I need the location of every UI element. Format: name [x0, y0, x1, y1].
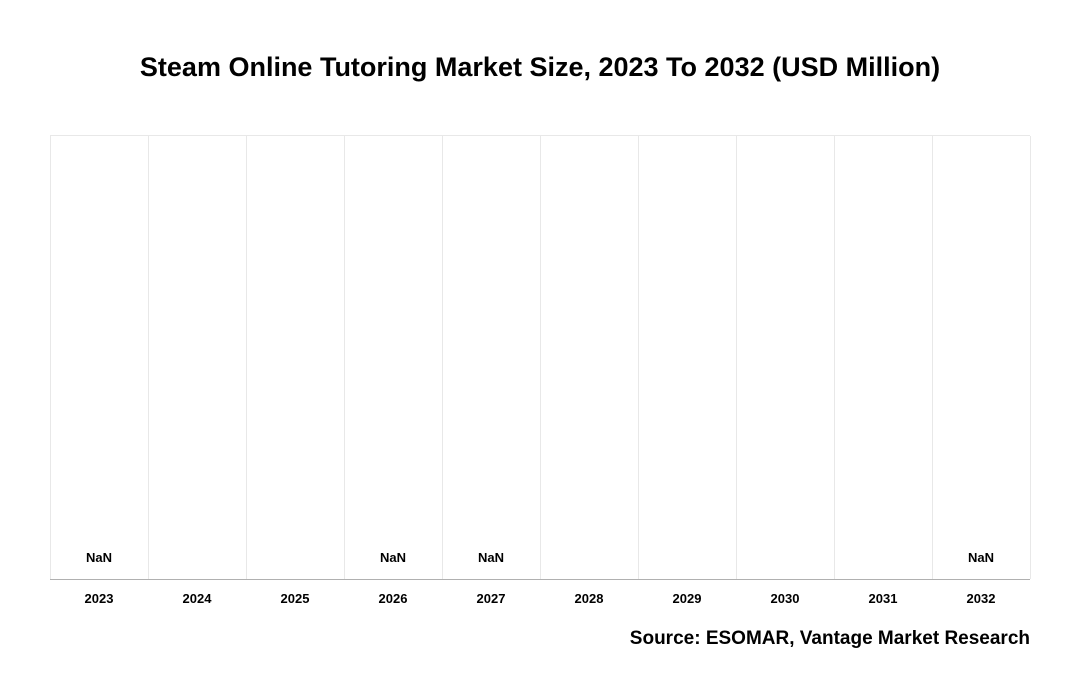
chart-column: NaN2023 — [50, 136, 148, 579]
bar-value-label: NaN — [932, 550, 1030, 565]
chart-column: NaN2026 — [344, 136, 442, 579]
chart-column: 2028 — [540, 136, 638, 579]
gridline — [1030, 136, 1031, 579]
x-axis-tick-label: 2023 — [50, 591, 148, 606]
bar-value-label: NaN — [442, 550, 540, 565]
bar-value-label: NaN — [344, 550, 442, 565]
chart-column: NaN2032 — [932, 136, 1030, 579]
x-axis-tick-label: 2031 — [834, 591, 932, 606]
chart-column: 2030 — [736, 136, 834, 579]
x-axis-tick-label: 2029 — [638, 591, 736, 606]
chart-column: 2024 — [148, 136, 246, 579]
bar-value-label: NaN — [50, 550, 148, 565]
chart-column: NaN2027 — [442, 136, 540, 579]
chart-column: 2031 — [834, 136, 932, 579]
x-axis-tick-label: 2026 — [344, 591, 442, 606]
x-axis-tick-label: 2027 — [442, 591, 540, 606]
source-attribution: Source: ESOMAR, Vantage Market Research — [630, 628, 1030, 650]
chart-column: 2029 — [638, 136, 736, 579]
x-axis-tick-label: 2028 — [540, 591, 638, 606]
x-axis-tick-label: 2025 — [246, 591, 344, 606]
x-axis-tick-label: 2024 — [148, 591, 246, 606]
chart-column: 2025 — [246, 136, 344, 579]
chart-title: Steam Online Tutoring Market Size, 2023 … — [0, 52, 1080, 83]
x-axis-tick-label: 2032 — [932, 591, 1030, 606]
chart-plot-area: NaN202320242025NaN2026NaN202720282029203… — [50, 135, 1030, 580]
x-axis-tick-label: 2030 — [736, 591, 834, 606]
